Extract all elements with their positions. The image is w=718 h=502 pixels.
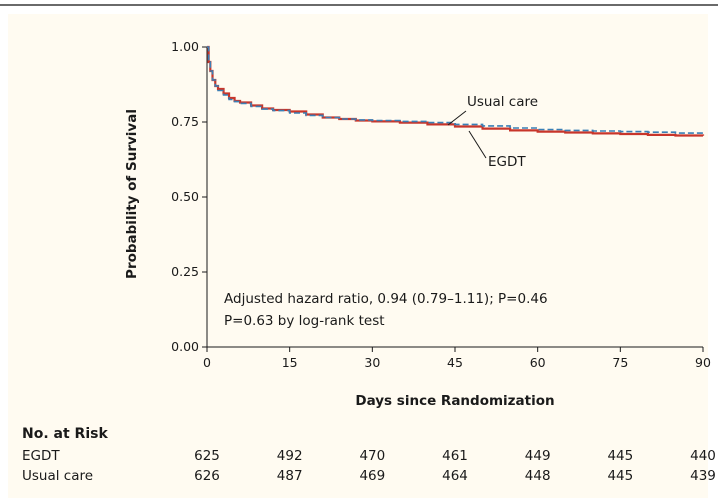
x-tick-label: 90	[695, 355, 711, 370]
risk-cell: 625	[194, 448, 220, 464]
series-line-egdt	[207, 45, 705, 137]
figure-panel	[8, 14, 708, 498]
risk-cells: 625 492 470 461 449 445 440 626 487 469 464 448 445 4…	[194, 448, 716, 484]
axes: 0.00 0.25 0.50 0.75 1.00 0 15 30 45 60 75 90	[171, 39, 711, 370]
risk-cell: 626	[194, 468, 220, 484]
risk-cell: 487	[277, 468, 303, 484]
risk-cell: 449	[525, 448, 551, 464]
risk-cell: 461	[442, 448, 468, 464]
curves	[207, 45, 705, 137]
x-tick-label: 30	[364, 355, 380, 370]
y-axis-title: Probability of Survival	[124, 109, 140, 279]
risk-cell: 439	[690, 468, 716, 484]
y-tick-label: 0.00	[171, 339, 199, 354]
y-tick-label: 0.25	[171, 264, 199, 279]
series-label-egdt: EGDT	[488, 154, 526, 170]
y-tick-label: 1.00	[171, 39, 199, 54]
x-tick-label: 75	[612, 355, 628, 370]
risk-row-label-egdt: EGDT	[22, 448, 60, 464]
x-tick-label: 45	[447, 355, 463, 370]
risk-cell: 440	[690, 448, 716, 464]
risk-cell: 469	[359, 468, 385, 484]
annotation-log-rank: P=0.63 by log-rank test	[224, 313, 385, 329]
risk-row-label-usual-care: Usual care	[22, 468, 93, 484]
risk-cell: 445	[607, 468, 633, 484]
series-line-usual-care	[207, 46, 704, 134]
x-tick-label: 60	[530, 355, 546, 370]
risk-cell: 492	[277, 448, 303, 464]
pointer-egdt	[468, 130, 487, 159]
x-tick-label: 15	[282, 355, 298, 370]
risk-cell: 470	[359, 448, 385, 464]
series-label-usual-care: Usual care	[467, 94, 538, 110]
x-axis-title: Days since Randomization	[355, 393, 554, 409]
x-tick-label: 0	[203, 355, 211, 370]
risk-cell: 464	[442, 468, 468, 484]
pointer-usual-care	[447, 110, 467, 126]
risk-table: No. at Risk EGDT Usual care 625 492 470 461…	[22, 426, 716, 484]
risk-cell: 448	[525, 468, 551, 484]
risk-table-title: No. at Risk	[22, 426, 108, 442]
risk-cell: 445	[607, 448, 633, 464]
top-rule	[0, 4, 718, 6]
y-tick-label: 0.50	[171, 189, 199, 204]
annotation-hazard-ratio: Adjusted hazard ratio, 0.94 (0.79–1.11);…	[224, 291, 548, 307]
y-tick-label: 0.75	[171, 114, 199, 129]
